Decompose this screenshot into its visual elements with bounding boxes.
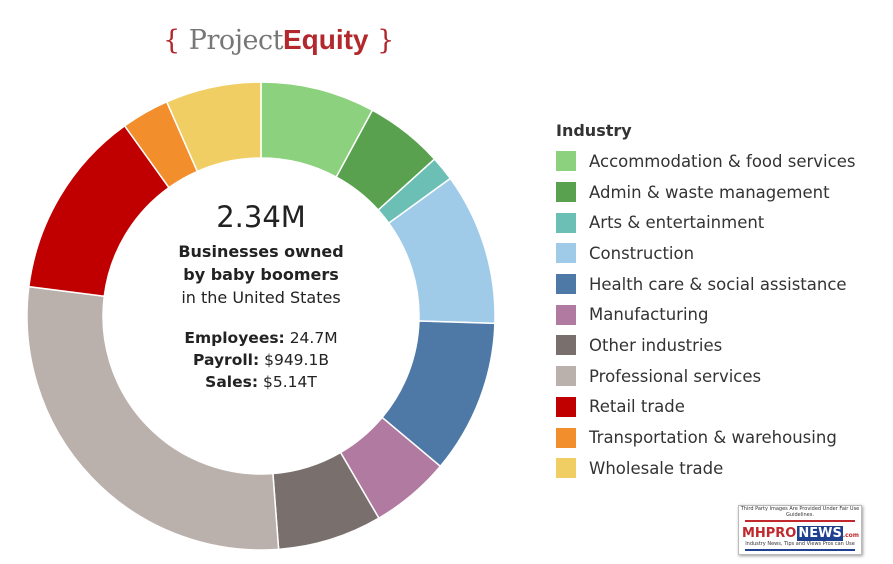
watermark-notice: Third Party Images Are Provided Under Fa… [740, 506, 860, 518]
sales-stat: Sales: $5.14T [205, 373, 317, 391]
mhpronews-watermark: Third Party Images Are Provided Under Fa… [738, 505, 862, 555]
logo-project: Project [188, 25, 284, 56]
legend-item: Professional services [556, 361, 855, 392]
legend-title: Industry [556, 121, 632, 140]
subtitle-line1: Businesses owned [178, 242, 344, 261]
legend-item: Manufacturing [556, 299, 855, 330]
donut-slice-professional-services [26, 285, 280, 551]
subtitle-line3: in the United States [181, 288, 341, 307]
legend-item: Transportation & warehousing [556, 422, 855, 453]
legend-label: Manufacturing [589, 305, 709, 325]
total-businesses: 2.34M [216, 200, 306, 234]
legend-swatch [556, 212, 576, 233]
legend-item: Other industries [556, 330, 855, 361]
legend-label: Retail trade [589, 397, 685, 417]
legend-label: Arts & entertainment [589, 213, 765, 233]
watermark-tagline: Industry News, Tips and Views Pros can U… [745, 541, 855, 547]
legend-label: Transportation & warehousing [589, 428, 837, 448]
logo-equity: Equity [282, 24, 369, 55]
logo-brace-close: } [377, 25, 395, 56]
legend-label: Other industries [589, 335, 723, 355]
legend-swatch [556, 396, 576, 417]
legend-label: Construction [589, 243, 695, 263]
legend-item: Admin & waste management [556, 177, 855, 208]
legend-item: Retail trade [556, 392, 855, 423]
employees-stat: Employees: 24.7M [184, 329, 338, 347]
legend-item: Arts & entertainment [556, 207, 855, 238]
legend-swatch [556, 427, 576, 448]
legend-label: Accommodation & food services [589, 151, 856, 171]
donut-slice-wholesale-trade [165, 81, 262, 173]
legend-item: Health care & social assistance [556, 269, 855, 300]
legend-label: Health care & social assistance [589, 274, 847, 294]
center-summary: 2.34M Businesses owned by baby boomers i… [161, 200, 361, 393]
legend-swatch [556, 274, 576, 295]
legend-swatch [556, 304, 576, 325]
project-equity-logo: { ProjectEquity } [163, 24, 394, 56]
legend-item: Wholesale trade [556, 453, 855, 484]
legend: Industry Accommodation & food services Ad… [556, 121, 855, 484]
legend-swatch [556, 151, 576, 172]
legend-label: Wholesale trade [589, 458, 724, 478]
payroll-stat: Payroll: $949.1B [193, 351, 329, 369]
logo-brace-open: { [163, 25, 181, 56]
legend-item: Construction [556, 238, 855, 269]
legend-item: Accommodation & food services [556, 146, 855, 177]
legend-label: Admin & waste management [589, 182, 830, 202]
legend-swatch [556, 335, 576, 356]
legend-swatch [556, 243, 576, 264]
watermark-brand: MHPRO NEWS.com [741, 526, 860, 541]
subtitle-line2: by baby boomers [183, 265, 339, 284]
legend-swatch [556, 366, 576, 387]
legend-swatch [556, 182, 576, 203]
legend-label: Professional services [589, 366, 762, 386]
legend-swatch [556, 458, 576, 479]
